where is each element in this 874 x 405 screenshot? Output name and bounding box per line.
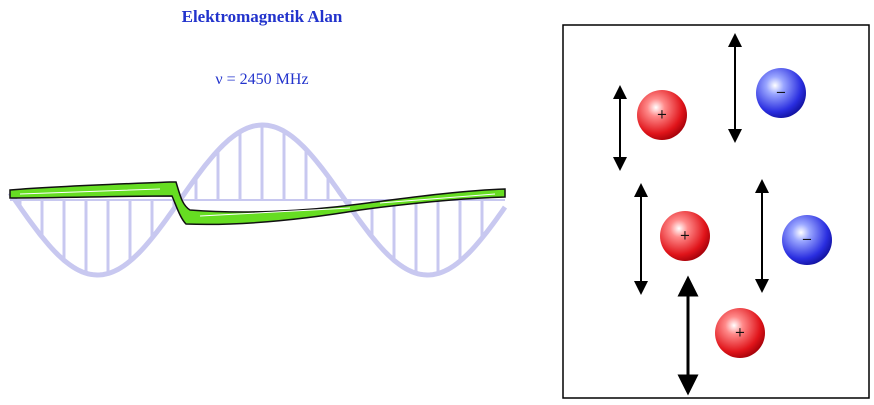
title: Elektromagnetik Alan [182, 7, 343, 26]
charge-sign: + [680, 229, 691, 244]
charge-sign: − [802, 233, 813, 248]
molecule-box [563, 25, 869, 398]
charge-sign: − [776, 86, 787, 101]
charge-sign: + [735, 326, 746, 341]
page: Elektromagnetik Alan ν = 2450 MHz +−+−+ … [0, 0, 874, 405]
charge-sign: + [657, 108, 668, 123]
scene: Elektromagnetik Alan ν = 2450 MHz + − + − + [0, 0, 874, 405]
frequency: ν = 2450 MHz [215, 71, 308, 88]
magnetic-band [10, 182, 505, 224]
